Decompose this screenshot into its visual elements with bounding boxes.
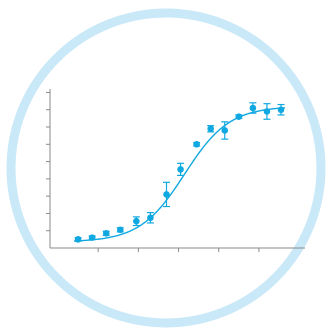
- data-point-7: [162, 181, 170, 208]
- fit-curve: [74, 107, 286, 242]
- point-marker: [207, 125, 214, 133]
- data-point-14: [263, 103, 271, 120]
- point-marker: [249, 104, 257, 112]
- chart-axes: [46, 89, 305, 252]
- data-point-15: [277, 103, 285, 116]
- point-marker: [116, 226, 124, 234]
- data-point-3: [102, 230, 110, 237]
- point-marker: [193, 141, 200, 148]
- point-marker: [277, 106, 285, 114]
- point-marker: [221, 127, 229, 134]
- data-point-12: [235, 113, 243, 120]
- point-marker: [163, 191, 170, 198]
- data-point-11: [221, 121, 229, 140]
- data-point-8: [177, 162, 185, 177]
- decorative-ring: [6, 8, 326, 328]
- data-point-10: [207, 125, 215, 133]
- point-marker: [88, 234, 96, 241]
- data-point-5: [132, 216, 140, 227]
- data-point-13: [249, 102, 257, 114]
- point-marker: [133, 217, 140, 225]
- data-point-2: [88, 234, 96, 241]
- data-points-layer: [74, 102, 285, 243]
- data-point-6: [146, 211, 154, 224]
- point-marker: [74, 236, 82, 243]
- point-marker: [102, 230, 110, 237]
- point-marker: [147, 214, 154, 222]
- fit-curve-layer: [74, 107, 286, 242]
- data-point-4: [116, 226, 124, 234]
- point-marker: [177, 166, 184, 173]
- data-point-1: [74, 236, 82, 243]
- point-marker: [263, 108, 271, 115]
- point-marker: [235, 113, 243, 120]
- data-point-9: [193, 141, 201, 148]
